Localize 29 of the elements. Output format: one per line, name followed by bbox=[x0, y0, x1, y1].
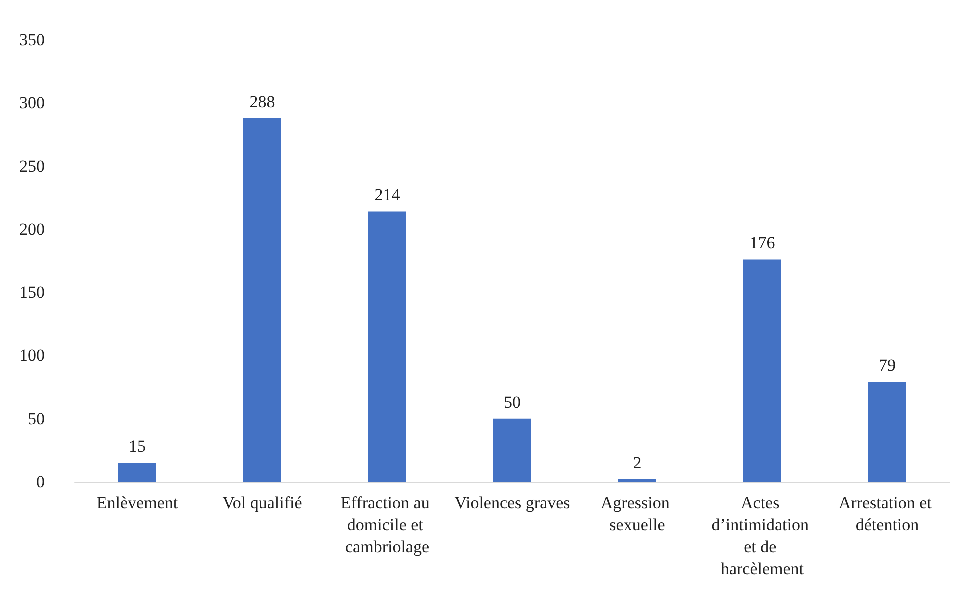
x-tick-label: Effraction au domicile et cambriolage bbox=[340, 494, 434, 556]
bar bbox=[868, 382, 906, 482]
y-tick-label: 350 bbox=[20, 30, 45, 50]
x-tick-label: Actes d’intimidation et de harcèlement bbox=[712, 494, 814, 578]
y-tick-label: 100 bbox=[20, 346, 45, 366]
data-label: 176 bbox=[750, 234, 776, 253]
bar bbox=[118, 463, 156, 482]
x-tick-label: Arrestation et détention bbox=[838, 494, 936, 534]
data-label: 50 bbox=[504, 392, 521, 412]
bar bbox=[494, 418, 532, 482]
x-tick-label: Violences graves bbox=[454, 494, 570, 512]
y-tick-label: 50 bbox=[28, 409, 45, 428]
y-tick-label: 150 bbox=[20, 283, 45, 302]
bar bbox=[244, 118, 282, 482]
x-tick-label: Enlèvement bbox=[96, 494, 178, 512]
data-label: 15 bbox=[129, 437, 146, 456]
bar bbox=[618, 479, 656, 482]
bar bbox=[744, 260, 782, 482]
data-label: 214 bbox=[374, 186, 401, 205]
data-label: 288 bbox=[250, 92, 276, 112]
y-tick-label: 0 bbox=[36, 472, 45, 492]
bar bbox=[368, 212, 406, 482]
data-label: 79 bbox=[879, 356, 896, 376]
x-tick-label: Vol qualifié bbox=[222, 494, 302, 512]
y-tick-label: 300 bbox=[20, 94, 45, 113]
x-tick-label: Agression sexuelle bbox=[600, 494, 674, 534]
y-tick-label: 200 bbox=[20, 220, 45, 239]
y-tick-label: 250 bbox=[20, 156, 45, 176]
data-label: 2 bbox=[633, 453, 642, 472]
